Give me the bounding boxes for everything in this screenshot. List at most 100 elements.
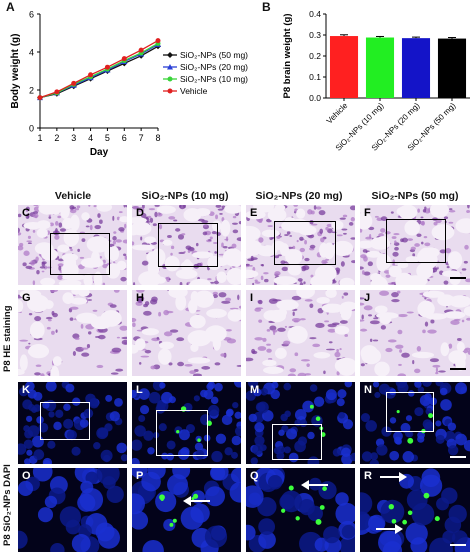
dapi-micrograph-n: N bbox=[360, 382, 470, 464]
scale-bar bbox=[450, 456, 466, 458]
tissue-texture bbox=[18, 290, 127, 376]
bar bbox=[365, 37, 395, 98]
tissue-texture bbox=[18, 468, 124, 552]
x-tick-label: 8 bbox=[155, 133, 160, 143]
data-point bbox=[37, 95, 43, 101]
scale-bar bbox=[450, 368, 466, 370]
dapi-micrograph-r: R bbox=[360, 468, 470, 552]
data-point bbox=[167, 76, 173, 82]
panel-letter-i: I bbox=[250, 292, 254, 304]
arrow-indicator bbox=[183, 496, 210, 506]
tissue-texture bbox=[246, 290, 355, 376]
column-header-20mg: SiO₂-NPs (20 mg) bbox=[255, 190, 343, 202]
bar bbox=[329, 36, 359, 98]
he-micrograph-d: D bbox=[132, 205, 241, 285]
panel-letter-f: F bbox=[364, 207, 371, 219]
data-point bbox=[71, 80, 77, 86]
row-label-he-staining: P8 HE staining bbox=[2, 305, 13, 372]
data-point bbox=[167, 64, 173, 70]
y-tick-label: 0.3 bbox=[309, 30, 321, 40]
tissue-texture bbox=[18, 382, 127, 464]
region-of-interest-box bbox=[158, 223, 218, 267]
tissue-texture bbox=[360, 205, 470, 285]
tissue-texture bbox=[360, 382, 470, 464]
panel-letter-n: N bbox=[364, 384, 372, 396]
y-tick-label: 0.4 bbox=[309, 9, 321, 19]
x-tick-label: 7 bbox=[139, 133, 144, 143]
x-tick-label: 6 bbox=[122, 133, 127, 143]
he-micrograph-c: C bbox=[18, 205, 127, 285]
row-label-dapi: P8 SiO₂-NPs DAPI bbox=[2, 464, 13, 546]
dapi-micrograph-p: P bbox=[132, 468, 241, 552]
tissue-texture bbox=[360, 468, 470, 552]
region-of-interest-box bbox=[274, 221, 336, 265]
tissue-texture bbox=[246, 205, 355, 285]
he-micrograph-e: E bbox=[246, 205, 355, 285]
data-point bbox=[155, 38, 161, 44]
he-micrograph-i: I bbox=[246, 290, 355, 376]
column-header-50mg: SiO₂-NPs (50 mg) bbox=[371, 190, 459, 202]
bar-chart-brain-weight: 0.0 0.1 0.2 0.3 0.4 P8 brain weight (g) Vehicl… bbox=[282, 9, 470, 153]
x-tick-label: 4 bbox=[88, 133, 93, 143]
y-tick-label: 4 bbox=[29, 48, 34, 58]
panel-letter-o: O bbox=[22, 470, 31, 482]
region-of-interest-box bbox=[156, 410, 208, 456]
region-of-interest-box bbox=[50, 233, 110, 275]
y-tick-label: 0.1 bbox=[309, 72, 321, 82]
series-line bbox=[39, 40, 159, 99]
x-tick-label: 2 bbox=[54, 133, 59, 143]
data-point bbox=[54, 89, 60, 95]
panel-letter-r: R bbox=[364, 470, 372, 482]
dapi-micrograph-l: L bbox=[132, 382, 241, 464]
he-micrograph-f: F bbox=[360, 205, 470, 285]
y-tick-label: 6 bbox=[29, 10, 34, 20]
y-axis-label: Body weight (g) bbox=[10, 34, 21, 109]
x-tick-label: 5 bbox=[105, 133, 110, 143]
tissue-texture bbox=[246, 468, 355, 552]
column-header-vehicle: Vehicle bbox=[54, 190, 92, 202]
legend-entry: SiO₂-NPs (10 mg) bbox=[180, 74, 248, 84]
panel-letter-b: B bbox=[262, 0, 271, 14]
region-of-interest-box bbox=[272, 424, 322, 460]
series-line bbox=[39, 42, 159, 99]
he-micrograph-j: J bbox=[360, 290, 470, 376]
data-point bbox=[167, 88, 173, 94]
region-of-interest-box bbox=[386, 392, 434, 432]
arrow-indicator bbox=[301, 480, 328, 490]
panel-letter-d: D bbox=[136, 207, 144, 219]
arrow-indicator bbox=[376, 524, 403, 534]
y-axis-label: P8 brain weight (g) bbox=[282, 14, 293, 99]
x-axis-label: Day bbox=[90, 147, 109, 158]
series-line bbox=[39, 45, 159, 99]
panel-letter-m: M bbox=[250, 384, 260, 396]
panel-letter-p: P bbox=[136, 470, 144, 482]
legend-entry: SiO₂-NPs (50 mg) bbox=[180, 50, 248, 60]
tissue-texture bbox=[132, 290, 241, 376]
x-tick-label: Vehicle bbox=[325, 101, 350, 126]
tissue-texture bbox=[132, 382, 241, 464]
line-chart-body-weight: 0 2 4 6 1 2 3 4 5 6 7 8 Day Body weight (g) SiO₂-NPs (… bbox=[10, 10, 248, 159]
panel-letter-l: L bbox=[136, 384, 143, 396]
panel-letter-e: E bbox=[250, 207, 258, 219]
column-header-10mg: SiO₂-NPs (10 mg) bbox=[141, 190, 229, 202]
panel-letter-g: G bbox=[22, 292, 31, 304]
scale-bar bbox=[450, 277, 466, 279]
panel-letter-a: A bbox=[6, 0, 15, 14]
dapi-micrograph-k: K bbox=[18, 382, 127, 464]
y-tick-label: 0 bbox=[29, 124, 34, 134]
legend-entry: SiO₂-NPs (20 mg) bbox=[180, 62, 248, 72]
y-tick-label: 2 bbox=[29, 86, 34, 96]
y-tick-label: 0.2 bbox=[309, 51, 321, 61]
data-point bbox=[167, 52, 173, 58]
data-point bbox=[138, 47, 144, 53]
x-tick-label: 3 bbox=[71, 133, 76, 143]
panel-letter-c: C bbox=[22, 207, 30, 219]
tissue-texture bbox=[132, 468, 241, 552]
region-of-interest-box bbox=[386, 219, 446, 263]
tissue-texture bbox=[360, 290, 470, 376]
arrow-indicator bbox=[380, 472, 407, 482]
dapi-micrograph-q: Q bbox=[246, 468, 355, 552]
bar bbox=[437, 38, 467, 98]
he-micrograph-g: G bbox=[18, 290, 127, 376]
x-tick-label: 1 bbox=[37, 133, 42, 143]
